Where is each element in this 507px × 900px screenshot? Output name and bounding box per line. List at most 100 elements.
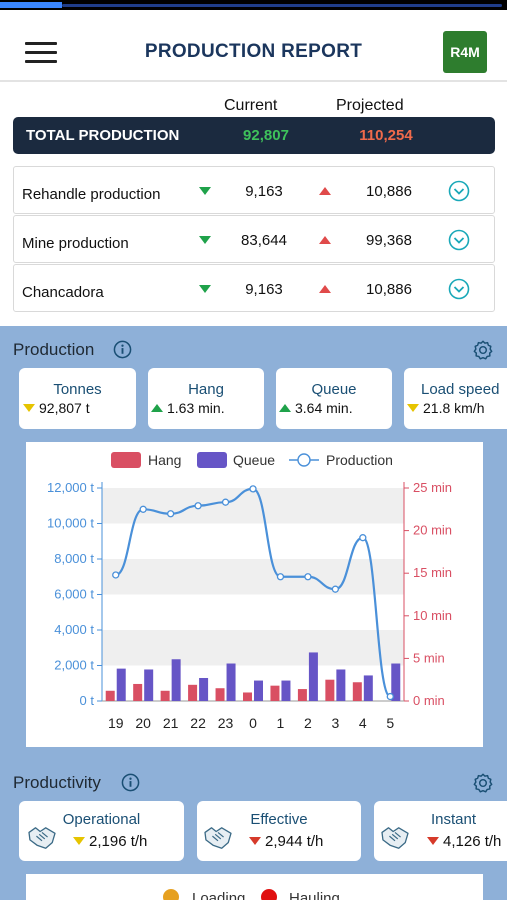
chevron-down-icon[interactable] (448, 229, 470, 251)
productivity-title: Instant (431, 811, 477, 828)
trend-down-icon (199, 236, 211, 244)
productivity-value-wrap: 2,944 t/h (249, 833, 323, 850)
kpi-value: 92,807 t (39, 400, 90, 416)
hang-bar (325, 679, 335, 701)
chevron-down-icon[interactable] (448, 180, 470, 202)
trend-down-icon (23, 404, 35, 412)
productivity-card-effective[interactable]: Effective 2,944 t/h (197, 801, 361, 861)
right-axis-tick-label: 15 min (413, 565, 452, 580)
x-axis-tick-label: 19 (108, 715, 124, 731)
row-projected-value: 10,886 (366, 183, 412, 200)
left-axis-tick-label: 2,000 t (54, 658, 94, 673)
handshake-icon (381, 827, 409, 849)
x-axis-tick-label: 5 (386, 715, 394, 731)
logo-text: R4M (450, 44, 480, 60)
hang-bar (243, 692, 252, 701)
kpi-card-queue[interactable]: Queue 3.64 min. (276, 368, 392, 429)
page-title: PRODUCTION REPORT (144, 41, 363, 62)
productivity-chart: Loading Hauling (26, 874, 483, 900)
settings-gear-icon[interactable] (472, 772, 494, 794)
left-axis-tick-label: 4,000 t (54, 622, 94, 637)
hang-bar (215, 688, 225, 701)
chart-grid-band (102, 488, 404, 524)
productivity-value-wrap: 4,126 t/h (427, 833, 501, 850)
production-point (276, 573, 285, 581)
production-point (359, 534, 367, 542)
total-production-bar: TOTAL PRODUCTION 92,807 110,254 (13, 117, 495, 154)
handshake-icon (28, 827, 56, 849)
production-point (221, 498, 230, 506)
menu-icon[interactable] (25, 42, 57, 64)
trend-up-icon (279, 404, 291, 412)
kpi-value: 1.63 min. (167, 400, 225, 416)
productivity-card-instant[interactable]: Instant 4,126 t/h (374, 801, 507, 861)
production-line (115, 487, 392, 698)
right-axis-tick-label: 0 min (413, 693, 445, 708)
x-axis-tick-label: 20 (135, 715, 151, 731)
x-axis-tick-label: 4 (359, 715, 367, 731)
queue-bar (308, 652, 318, 701)
hang-bar (133, 683, 143, 701)
row-current-value: 83,644 (241, 232, 287, 249)
trend-up-icon (319, 236, 331, 244)
legend-swatch-loading (163, 889, 179, 900)
trend-up-icon (151, 404, 163, 412)
queue-bar (144, 669, 154, 701)
queue-bar (116, 668, 126, 701)
settings-gear-icon[interactable] (472, 339, 494, 361)
productivity-title: Operational (62, 811, 141, 828)
x-axis-tick-label: 22 (190, 715, 206, 731)
legend-swatch-queue (197, 452, 227, 468)
trend-up-icon (319, 285, 331, 293)
row-current-value: 9,163 (245, 281, 283, 298)
company-logo: R4M (443, 31, 487, 73)
handshake-icon (204, 827, 232, 849)
hang-bar (105, 690, 115, 701)
trend-up-icon (319, 187, 331, 195)
kpi-title: Hang (188, 381, 224, 398)
kpi-value-wrap: 1.63 min. (151, 400, 225, 416)
hang-bar (270, 685, 280, 701)
left-axis-tick-label: 6,000 t (54, 587, 94, 602)
x-axis-tick-label: 0 (249, 715, 257, 731)
legend-marker-production (297, 453, 311, 467)
kpi-card-hang[interactable]: Hang 1.63 min. (148, 368, 264, 429)
kpi-value-wrap: 21.8 km/h (407, 400, 484, 416)
kpi-title: Queue (311, 381, 357, 398)
queue-bar (281, 680, 291, 701)
legend-swatch-hang (111, 452, 141, 468)
hang-bar (297, 689, 307, 701)
productivity-value: 2,944 t/h (265, 833, 324, 850)
trend-down-icon (73, 837, 85, 845)
kpi-card-load-speed[interactable]: Load speed 21.8 km/h (404, 368, 507, 429)
left-axis-tick-label: 8,000 t (54, 551, 94, 566)
queue-bar (171, 659, 181, 701)
chevron-down-icon[interactable] (448, 278, 470, 300)
x-axis-tick-label: 1 (277, 715, 285, 731)
productivity-value: 2,196 t/h (89, 833, 148, 850)
top-progress-strip (0, 0, 507, 10)
legend-swatch-hauling (261, 889, 277, 900)
kpi-value: 21.8 km/h (423, 400, 485, 416)
kpi-value: 3.64 min. (295, 400, 353, 416)
legend-label-queue: Queue (233, 452, 275, 468)
hang-bar (160, 690, 170, 701)
summary-row-mine[interactable]: Mine production 83,644 99,368 (13, 215, 495, 263)
left-axis-tick-label: 0 t (80, 693, 95, 708)
productivity-card-operational[interactable]: Operational 2,196 t/h (19, 801, 184, 861)
production-chart: 0 t 2,000 t 4,000 t 6,000 t 8,000 t 10,000 t 1… (26, 442, 483, 747)
right-axis-tick-label: 20 min (413, 523, 452, 538)
trend-down-icon (249, 837, 261, 845)
info-icon[interactable] (121, 773, 140, 792)
summary-row-rehandle[interactable]: Rehandle production 9,163 10,886 (13, 166, 495, 214)
kpi-card-tonnes[interactable]: Tonnes 92,807 t (19, 368, 136, 429)
info-icon[interactable] (113, 340, 132, 359)
production-point (112, 571, 120, 579)
legend-label-hang: Hang (148, 452, 181, 468)
queue-bar (336, 669, 346, 701)
production-point (304, 573, 312, 581)
productivity-value-wrap: 2,196 t/h (73, 833, 147, 850)
total-current-value: 92,807 (243, 127, 289, 144)
summary-row-chancadora[interactable]: Chancadora 9,163 10,886 (13, 264, 495, 312)
total-production-label: TOTAL PRODUCTION (26, 127, 180, 144)
